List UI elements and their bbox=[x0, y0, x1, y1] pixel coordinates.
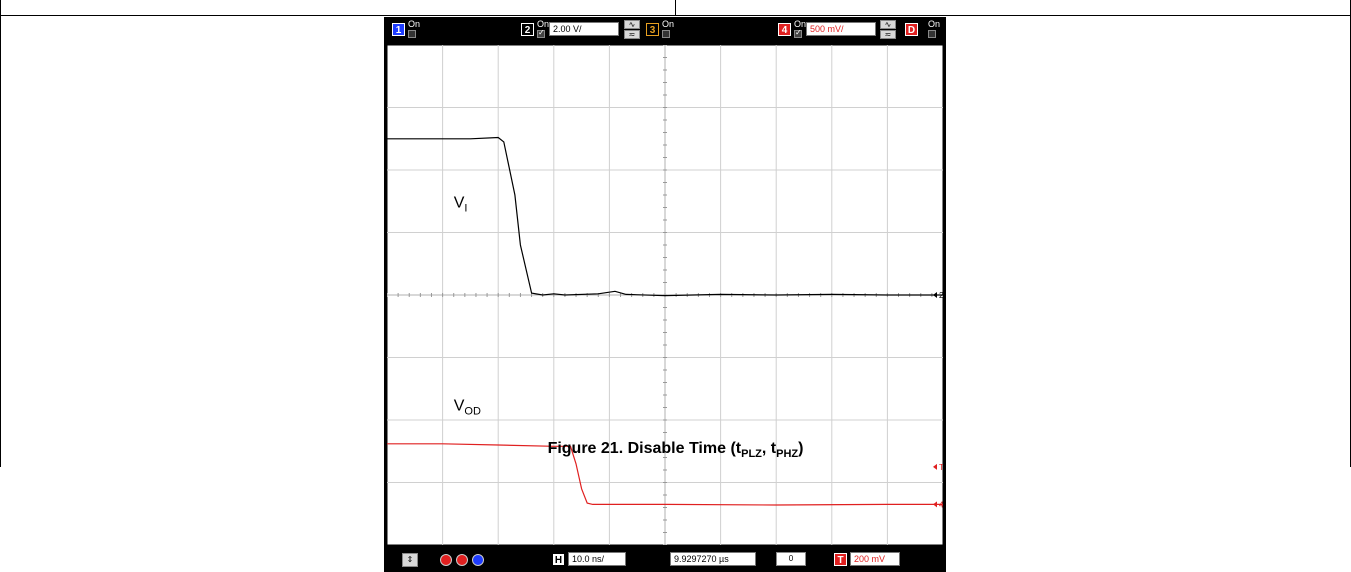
header-divider bbox=[675, 0, 676, 16]
caption-suffix: ) bbox=[798, 440, 804, 457]
red-dot-icon-2[interactable] bbox=[456, 554, 468, 566]
channel-4-button[interactable]: 4 bbox=[778, 23, 791, 36]
red-dot-icon[interactable] bbox=[440, 554, 452, 566]
caption-prefix: Figure 21. Disable Time (t bbox=[547, 440, 742, 457]
channel-1-checkbox[interactable] bbox=[408, 30, 416, 38]
trigger-label: T bbox=[834, 553, 847, 566]
channel-3-checkbox[interactable] bbox=[662, 30, 670, 38]
ch2-ground-marker-arrow bbox=[933, 292, 937, 298]
waveform-plot: VI VOD 2 T 4 bbox=[387, 45, 943, 545]
channel-2-scale-field[interactable]: 2.00 V/ bbox=[549, 22, 619, 36]
blue-dot-icon[interactable] bbox=[472, 554, 484, 566]
channel-4-scale-field[interactable]: 500 mV/ bbox=[806, 22, 876, 36]
channel-4-on-label: On bbox=[794, 19, 807, 29]
caption-sub-plz: PLZ bbox=[741, 448, 762, 461]
scope-plot-frame: VI VOD 2 T 4 bbox=[384, 42, 946, 548]
digital-channel-button[interactable]: D bbox=[905, 23, 918, 36]
caption-sub-phz: PHZ bbox=[776, 448, 799, 461]
channel-3-on-label: On bbox=[662, 19, 675, 29]
ch4-ground-marker-label: 4 bbox=[939, 500, 943, 509]
series-line-vi bbox=[387, 136, 943, 297]
horizontal-position-field[interactable]: 9.9297270 µs bbox=[670, 552, 756, 566]
digital-checkbox[interactable] bbox=[928, 30, 936, 38]
channel-4-dc-icon[interactable]: ≂ bbox=[880, 30, 896, 39]
annotation-label-vi: VI bbox=[454, 195, 468, 215]
channel-2-dc-icon[interactable]: ≂ bbox=[624, 30, 640, 39]
channel-4-ac-icon[interactable]: ∿ bbox=[880, 20, 896, 29]
position-counter[interactable]: 0 bbox=[776, 552, 806, 566]
caption-sep: , t bbox=[761, 440, 777, 457]
channel-3-button[interactable]: 3 bbox=[646, 23, 659, 36]
trigger-level-marker-label: T bbox=[939, 463, 943, 472]
digital-on-label: On bbox=[928, 19, 941, 29]
scope-channel-toolbar: 1 On 2 On 2.00 V/ ∿ ≂ 3 On 4 On 500 mV/ … bbox=[384, 17, 946, 42]
ch2-ground-marker-label: 2 bbox=[939, 291, 943, 300]
page-left-border bbox=[0, 0, 1, 467]
channel-2-checkbox[interactable] bbox=[537, 28, 545, 38]
trigger-level-field[interactable]: 200 mV bbox=[850, 552, 900, 566]
figure-caption: Figure 21. Disable Time (tPLZ, tPHZ) bbox=[0, 440, 1351, 460]
menu-up-down-icon[interactable]: ⇕ bbox=[402, 553, 418, 567]
channel-2-button[interactable]: 2 bbox=[521, 23, 534, 36]
channel-4-checkbox[interactable] bbox=[794, 28, 802, 38]
horizontal-label: H bbox=[552, 553, 565, 566]
channel-1-on-label: On bbox=[408, 19, 421, 29]
horizontal-scale-field[interactable]: 10.0 ns/ bbox=[568, 552, 626, 566]
annotation-label-vod: VOD bbox=[454, 398, 481, 418]
scope-control-toolbar: ⇕ H 10.0 ns/ 9.9297270 µs 0 T 200 mV bbox=[384, 548, 946, 572]
channel-2-on-label: On bbox=[537, 19, 550, 29]
channel-1-button[interactable]: 1 bbox=[392, 23, 405, 36]
page-header-rule bbox=[0, 0, 1351, 16]
channel-2-ac-icon[interactable]: ∿ bbox=[624, 20, 640, 29]
